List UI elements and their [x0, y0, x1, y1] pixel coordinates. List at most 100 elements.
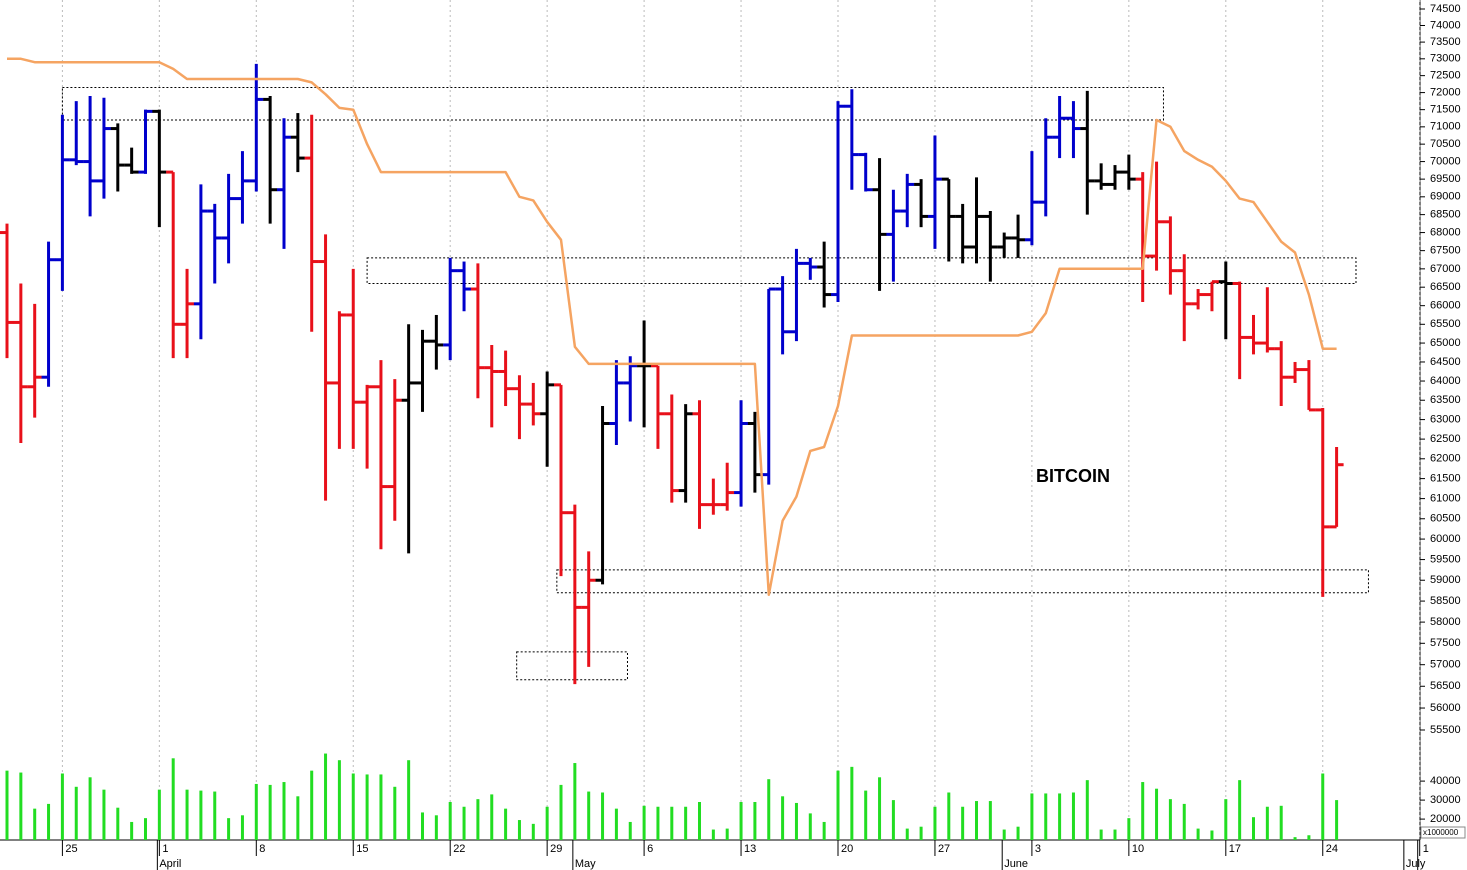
y-tick-label: 62500 [1430, 433, 1461, 445]
y-tick-label: 60500 [1430, 513, 1461, 525]
x-tick-label: 29 [550, 843, 562, 855]
y-tick-label: 59000 [1430, 574, 1461, 586]
volume-bar [947, 792, 951, 840]
volume-bar [891, 800, 895, 840]
annotation: BITCOIN [1036, 466, 1110, 486]
volume-bar [753, 802, 757, 840]
volume-bar [157, 789, 161, 840]
y-tick-label: 56000 [1430, 702, 1461, 714]
volume-bar [1168, 799, 1172, 840]
y-tick-label: 65500 [1430, 318, 1461, 330]
y-tick-label: 67000 [1430, 263, 1461, 275]
volume-unit-label: x1000000 [1423, 828, 1459, 837]
volume-y-tick-label: 30000 [1430, 794, 1461, 806]
volume-bar [808, 813, 812, 840]
x-tick-label: 17 [1229, 843, 1241, 855]
y-tick-label: 73000 [1430, 53, 1461, 65]
month-label: July [1406, 858, 1426, 870]
volume-bar [1307, 835, 1311, 840]
y-tick-label: 68000 [1430, 226, 1461, 238]
zone-box [556, 569, 1369, 594]
volume-bar [1210, 830, 1214, 840]
volume-bar [1265, 806, 1269, 840]
volume-bar [490, 794, 494, 840]
y-tick-label: 63000 [1430, 414, 1461, 426]
y-tick-label: 63500 [1430, 394, 1461, 406]
volume-bar [1335, 800, 1339, 840]
volume-bar [1155, 788, 1159, 840]
volume-bar [268, 784, 272, 840]
volume-y-tick-label: 20000 [1430, 813, 1461, 825]
volume-bar [351, 773, 355, 840]
volume-bar [1016, 826, 1020, 840]
volume-bar [393, 786, 397, 840]
volume-bar [116, 807, 120, 840]
volume-bar [1196, 828, 1200, 840]
volume-bar [601, 792, 605, 840]
volume-bar [864, 790, 868, 840]
month-label: May [575, 858, 596, 870]
volume-bar [33, 808, 37, 840]
volume-bar [1141, 782, 1145, 840]
y-tick-label: 64500 [1430, 356, 1461, 368]
volume-y-tick-label: 40000 [1430, 775, 1461, 787]
unit-label-box [1420, 826, 1466, 839]
volume-bar [961, 806, 965, 840]
volume-bar [517, 820, 521, 840]
month-label: April [159, 858, 181, 870]
y-tick-label: 60000 [1430, 533, 1461, 545]
volume-bar [407, 760, 411, 840]
y-tick-label: 62000 [1430, 453, 1461, 465]
x-tick-label: 27 [938, 843, 950, 855]
volume-bar [628, 821, 632, 840]
volume-bar [781, 796, 785, 840]
volume-bar [684, 806, 688, 840]
volume-bar [1113, 829, 1117, 840]
volume-bar [614, 808, 618, 840]
y-tick-label: 56500 [1430, 680, 1461, 692]
x-tick-label: 1 [162, 843, 168, 855]
volume-bar [448, 802, 452, 840]
volume-bar [88, 777, 92, 840]
volume-bar [1293, 837, 1297, 840]
volume-bar [711, 829, 715, 840]
volume-bar [850, 766, 854, 840]
volume-bar [1238, 780, 1242, 840]
volume-bar [1044, 793, 1048, 840]
y-tick-label: 55500 [1430, 724, 1461, 736]
volume-bar [1099, 829, 1103, 840]
volume-bar [1002, 829, 1006, 840]
volume-bar [1279, 805, 1283, 840]
y-tick-label: 72500 [1430, 70, 1461, 82]
volume-bar [1058, 793, 1062, 840]
volume-bar [185, 789, 189, 840]
volume-bar [130, 821, 134, 840]
volume-bar [282, 782, 286, 840]
volume-bar [365, 774, 369, 840]
volume-bar [171, 758, 175, 840]
x-tick-label: 10 [1132, 843, 1144, 855]
volume-bar [227, 818, 231, 840]
volume-bar [531, 823, 535, 840]
volume-bar [324, 753, 328, 840]
y-tick-label: 74000 [1430, 19, 1461, 31]
y-tick-label: 61000 [1430, 493, 1461, 505]
volume-bar [988, 801, 992, 840]
y-tick-label: 70000 [1430, 155, 1461, 167]
volume-bar [739, 802, 743, 840]
zone-box [61, 86, 1164, 121]
volume-bar [462, 806, 466, 840]
volume-bar [47, 803, 51, 840]
volume-bar [1127, 818, 1131, 840]
volume-bar [822, 821, 826, 840]
volume-bar [1071, 792, 1075, 840]
x-tick-label: 8 [259, 843, 265, 855]
volume-bar [794, 802, 798, 840]
volume-bar [725, 828, 729, 840]
y-tick-label: 61500 [1430, 473, 1461, 485]
volume-bar [296, 796, 300, 840]
y-tick-label: 72000 [1430, 86, 1461, 98]
y-tick-label: 58000 [1430, 616, 1461, 628]
